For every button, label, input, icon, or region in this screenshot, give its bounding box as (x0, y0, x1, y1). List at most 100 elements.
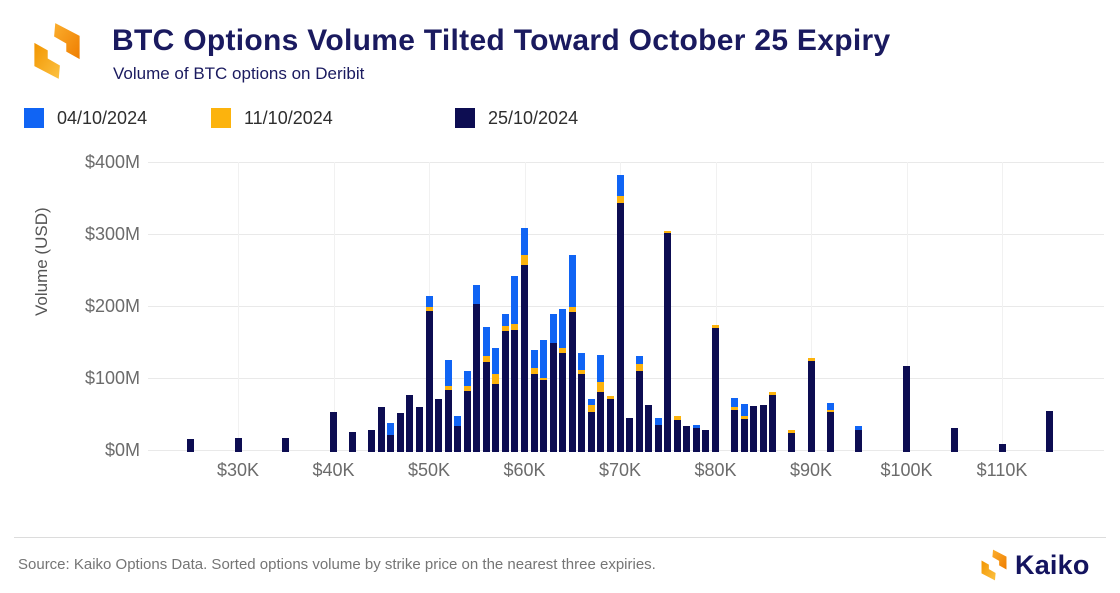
bar-86k-11-10-2024 (769, 391, 777, 396)
y-tick-label: $300M (84, 224, 140, 244)
bar-73k-25-10-2024 (645, 405, 653, 452)
bar-56k-04-10-2024 (482, 327, 490, 357)
y-tick-label: $0M (104, 440, 140, 460)
bar-100k-25-10-2024 (903, 365, 910, 452)
bar-49k-25-10-2024 (415, 407, 423, 452)
x-tick-label: $30K (216, 460, 260, 480)
x-tick-label: $100K (880, 460, 933, 480)
x-tick-label: $60K (503, 460, 546, 480)
bar-72k-25-10-2024 (635, 370, 643, 452)
bar-57k-11-10-2024 (492, 373, 500, 384)
bar-72k-11-10-2024 (635, 364, 643, 371)
bar-66k-11-10-2024 (578, 369, 586, 375)
bar-47k-25-10-2024 (396, 413, 404, 452)
bar-46k-04-10-2024 (387, 423, 395, 436)
bar-83k-04-10-2024 (740, 403, 748, 416)
bar-95k-04-10-2024 (855, 426, 863, 431)
bar-78k-04-10-2024 (692, 424, 700, 429)
source-note: Source: Kaiko Options Data. Sorted optio… (18, 556, 656, 573)
legend-item-11-10-2024: 11/10/2024 (211, 107, 333, 129)
legend-swatch (24, 108, 44, 128)
bar-45k-25-10-2024 (377, 407, 385, 452)
bar-67k-04-10-2024 (587, 399, 595, 406)
bar-90k-25-10-2024 (807, 360, 815, 452)
bar-115k-25-10-2024 (1046, 410, 1054, 452)
bar-69k-11-10-2024 (606, 395, 614, 399)
bar-110k-25-10-2024 (998, 444, 1006, 452)
bar-61k-11-10-2024 (530, 368, 538, 375)
x-tick-label: $90K (789, 460, 833, 480)
bar-51k-25-10-2024 (435, 399, 443, 452)
bar-82k-25-10-2024 (731, 410, 739, 452)
bar-63k-25-10-2024 (549, 343, 557, 452)
bar-30k-25-10-2024 (234, 437, 242, 452)
bar-42k-25-10-2024 (349, 431, 357, 452)
bar-66k-25-10-2024 (578, 374, 586, 452)
x-tick-label: $110K (976, 460, 1028, 480)
bar-35k-25-10-2024 (282, 437, 290, 452)
bar-67k-25-10-2024 (587, 412, 595, 452)
bar-70k-11-10-2024 (616, 196, 624, 203)
bar-80k-11-10-2024 (712, 324, 719, 329)
bar-92k-11-10-2024 (826, 410, 834, 413)
bar-55k-25-10-2024 (473, 303, 481, 452)
bar-85k-25-10-2024 (759, 405, 767, 452)
bar-67k-11-10-2024 (587, 405, 595, 413)
bar-80k-25-10-2024 (712, 328, 719, 452)
bar-53k-04-10-2024 (454, 416, 462, 427)
bar-105k-25-10-2024 (950, 428, 958, 452)
bar-76k-11-10-2024 (673, 416, 681, 420)
y-gridline-200 (148, 306, 1104, 307)
bar-58k-11-10-2024 (501, 326, 509, 332)
bar-25k-25-10-2024 (186, 439, 194, 452)
bar-88k-25-10-2024 (788, 432, 796, 452)
x-gridline-100 (906, 162, 908, 451)
bar-44k-25-10-2024 (368, 430, 376, 452)
bar-88k-11-10-2024 (788, 430, 796, 433)
x-gridline-80 (715, 162, 717, 451)
y-gridline-0 (148, 450, 1104, 451)
legend-label: 04/10/2024 (57, 107, 148, 128)
y-gridline-100 (148, 378, 1104, 379)
bar-64k-04-10-2024 (559, 308, 567, 349)
bar-59k-11-10-2024 (511, 323, 519, 331)
bar-92k-25-10-2024 (826, 412, 834, 452)
footer-divider (14, 537, 1106, 538)
bar-54k-11-10-2024 (463, 386, 471, 391)
kaiko-brand-wordmark: Kaiko (1015, 549, 1090, 580)
bar-64k-25-10-2024 (559, 352, 567, 452)
bar-62k-25-10-2024 (540, 380, 548, 452)
bar-65k-25-10-2024 (568, 312, 576, 452)
x-gridline-90 (811, 162, 812, 451)
bar-53k-25-10-2024 (454, 426, 462, 452)
bar-75k-11-10-2024 (664, 230, 672, 234)
bar-57k-04-10-2024 (492, 348, 500, 374)
bar-79k-25-10-2024 (702, 430, 710, 452)
bar-68k-04-10-2024 (597, 354, 605, 383)
bar-92k-04-10-2024 (826, 403, 834, 411)
bar-60k-25-10-2024 (521, 264, 528, 452)
bar-82k-04-10-2024 (731, 398, 739, 407)
bar-52k-25-10-2024 (444, 390, 452, 452)
bar-68k-25-10-2024 (597, 391, 605, 452)
kaiko-logo-icon (28, 22, 86, 80)
bar-76k-25-10-2024 (673, 419, 681, 452)
bar-78k-25-10-2024 (692, 428, 700, 452)
bar-52k-11-10-2024 (444, 385, 452, 391)
bar-48k-25-10-2024 (406, 395, 414, 452)
bar-83k-11-10-2024 (740, 416, 748, 419)
bar-57k-25-10-2024 (492, 383, 500, 452)
bar-63k-04-10-2024 (549, 314, 557, 344)
bar-82k-11-10-2024 (731, 406, 739, 411)
bar-60k-04-10-2024 (521, 228, 528, 255)
bar-59k-04-10-2024 (511, 276, 519, 324)
bar-70k-04-10-2024 (616, 174, 624, 197)
bar-40k-25-10-2024 (330, 412, 337, 452)
bar-56k-25-10-2024 (482, 362, 490, 452)
bar-86k-25-10-2024 (769, 395, 777, 452)
x-gridline-30 (238, 162, 239, 451)
legend-swatch (455, 108, 475, 128)
kaiko-brand-icon (981, 549, 1007, 581)
bar-55k-04-10-2024 (473, 284, 481, 304)
